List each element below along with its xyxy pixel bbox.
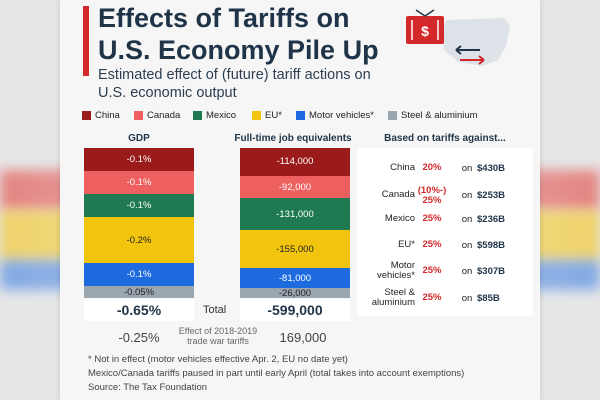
legend-item-eu: EU* xyxy=(252,110,282,121)
table-header: Based on tariffs against... xyxy=(384,133,506,144)
legend: China Canada Mexico EU* Motor vehicles* … xyxy=(82,110,542,126)
gdp-trade-war-value: -0.25% xyxy=(118,330,160,345)
bar-segment-canada: -92,000 xyxy=(240,175,350,199)
gdp-total: -0.65% xyxy=(84,299,194,321)
tariff-table: China 20% on $430B Canada (10%-) 25% on … xyxy=(357,148,533,316)
footnote-1: * Not in effect (motor vehicles effectiv… xyxy=(88,354,348,365)
legend-item-china: China xyxy=(82,110,120,121)
infographic-card: Effects of Tariffs on U.S. Economy Pile … xyxy=(60,0,540,400)
bar-segment-canada: -0.1% xyxy=(84,171,194,195)
total-label: Total xyxy=(203,304,227,316)
bar-segment-mexico: -131,000 xyxy=(240,198,350,231)
bar-segment-steel-aluminium: -26,000 xyxy=(240,288,350,299)
jobs-total: -599,000 xyxy=(240,299,350,321)
legend-item-canada: Canada xyxy=(134,110,180,121)
source: Source: The Tax Foundation xyxy=(88,382,208,393)
trade-war-label: Effect of 2018-2019 trade war tariffs xyxy=(178,326,258,346)
legend-item-mexico: Mexico xyxy=(193,110,236,121)
bar-segment-china: -114,000 xyxy=(240,148,350,176)
bar-segment-mexico: -0.1% xyxy=(84,194,194,218)
bar-segment-motor-vehicles: -81,000 xyxy=(240,268,350,289)
bar-segment-eu: -155,000 xyxy=(240,230,350,269)
svg-text:$: $ xyxy=(421,23,429,39)
jobs-trade-war-value: 169,000 xyxy=(279,330,327,345)
jobs-header: Full-time job equivalents xyxy=(234,133,352,144)
legend-item-steel: Steel & aluminium xyxy=(388,110,478,121)
tariff-container-icon: $ xyxy=(406,9,510,66)
page-title: Effects of Tariffs on U.S. Economy Pile … xyxy=(98,3,379,65)
accent-bar xyxy=(83,6,89,76)
gdp-header: GDP xyxy=(128,133,150,144)
bar-segment-china: -0.1% xyxy=(84,148,194,172)
legend-item-motor-vehicles: Motor vehicles* xyxy=(296,110,374,121)
bar-segment-steel-aluminium: -0.05% xyxy=(84,286,194,298)
bar-segment-motor-vehicles: -0.1% xyxy=(84,263,194,287)
footnote-2: Mexico/Canada tariffs paused in part unt… xyxy=(88,368,465,379)
bar-segment-eu: -0.2% xyxy=(84,217,194,264)
subtitle: Estimated effect of (future) tariff acti… xyxy=(98,67,371,101)
